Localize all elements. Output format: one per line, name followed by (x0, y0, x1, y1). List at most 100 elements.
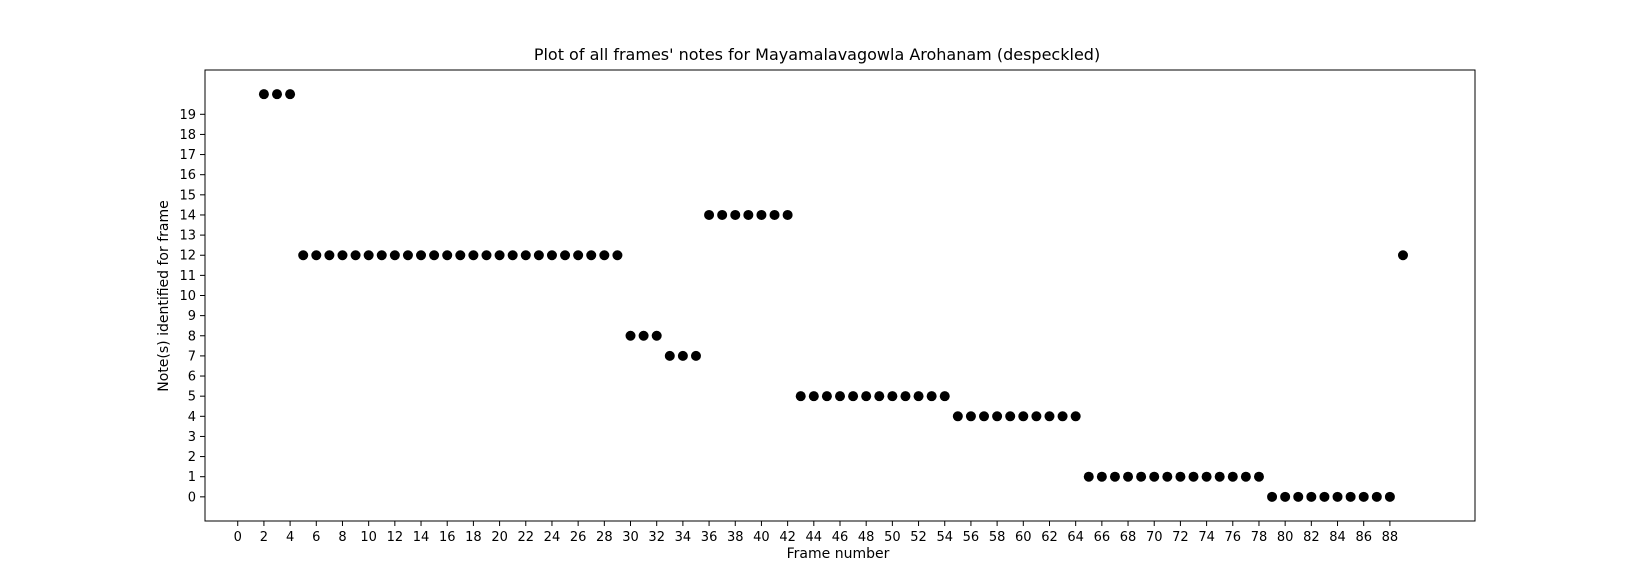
data-point (560, 250, 571, 261)
y-tick-label: 4 (188, 410, 196, 425)
data-point (455, 250, 466, 261)
x-axis-label: Frame number (786, 546, 890, 562)
data-point (1201, 471, 1212, 482)
data-point (494, 250, 505, 261)
data-point (337, 250, 348, 261)
data-point (795, 391, 806, 402)
data-point (1136, 471, 1147, 482)
data-point (861, 391, 872, 402)
x-tick-label: 44 (806, 530, 823, 545)
data-point (1306, 491, 1317, 502)
data-point (376, 250, 387, 261)
data-point (1358, 491, 1369, 502)
data-point (258, 89, 269, 100)
y-tick-label: 9 (188, 309, 196, 324)
data-point (1005, 411, 1016, 422)
data-point (848, 391, 859, 402)
data-point (704, 209, 715, 220)
y-tick-label: 10 (179, 289, 196, 304)
data-point (913, 391, 924, 402)
y-tick-label: 11 (179, 269, 196, 284)
data-point (1253, 471, 1264, 482)
data-point (324, 250, 335, 261)
x-tick-label: 36 (701, 530, 718, 545)
data-point (1319, 491, 1330, 502)
data-points (258, 89, 1408, 502)
data-point (285, 89, 296, 100)
data-point (1031, 411, 1042, 422)
x-tick-label: 40 (753, 530, 770, 545)
data-point (1070, 411, 1081, 422)
x-tick-label: 60 (1015, 530, 1032, 545)
x-tick-label: 78 (1251, 530, 1268, 545)
y-tick-label: 15 (179, 188, 196, 203)
data-point (481, 250, 492, 261)
x-tick-label: 66 (1094, 530, 1111, 545)
x-tick-label: 42 (779, 530, 796, 545)
data-point (782, 209, 793, 220)
data-point (546, 250, 557, 261)
data-point (1057, 411, 1068, 422)
data-point (1149, 471, 1160, 482)
data-point (1267, 491, 1278, 502)
x-tick-label: 10 (360, 530, 377, 545)
x-tick-label: 46 (832, 530, 849, 545)
data-point (416, 250, 427, 261)
x-tick-label: 6 (312, 530, 320, 545)
data-point (926, 391, 937, 402)
data-point (363, 250, 374, 261)
data-point (730, 209, 741, 220)
x-tick-label: 76 (1225, 530, 1242, 545)
data-point (442, 250, 453, 261)
plot-area (204, 69, 1476, 522)
data-point (1109, 471, 1120, 482)
y-tick-label: 17 (179, 148, 196, 163)
data-point (468, 250, 479, 261)
y-tick-label: 13 (179, 229, 196, 244)
data-point (586, 250, 597, 261)
data-point (1397, 250, 1408, 261)
data-point (677, 350, 688, 361)
data-point (1214, 471, 1225, 482)
data-point (429, 250, 440, 261)
data-point (952, 411, 963, 422)
x-tick-label: 62 (1041, 530, 1058, 545)
data-point (1175, 471, 1186, 482)
x-tick-label: 24 (544, 530, 561, 545)
data-point (769, 209, 780, 220)
y-tick-label: 5 (188, 390, 196, 405)
y-tick-label: 0 (188, 490, 196, 505)
x-tick-label: 22 (517, 530, 534, 545)
x-tick-label: 48 (858, 530, 875, 545)
x-tick-label: 20 (491, 530, 508, 545)
data-point (1332, 491, 1343, 502)
x-tick-label: 26 (570, 530, 587, 545)
data-point (507, 250, 518, 261)
x-axis: 0 2 4 6 8 10 12 14 16 18 20 22 24 26 28 30 32 34 36 38 40 42 4… (234, 521, 1399, 545)
y-tick-label: 16 (179, 168, 196, 183)
data-point (1188, 471, 1199, 482)
data-point (717, 209, 728, 220)
data-point (756, 209, 767, 220)
x-tick-label: 30 (622, 530, 639, 545)
x-tick-label: 18 (465, 530, 482, 545)
y-tick-label: 8 (188, 329, 196, 344)
x-tick-label: 54 (936, 530, 953, 545)
data-point (1162, 471, 1173, 482)
x-tick-label: 68 (1120, 530, 1137, 545)
data-point (808, 391, 819, 402)
data-point (1018, 411, 1029, 422)
data-point (1123, 471, 1134, 482)
x-tick-label: 88 (1382, 530, 1399, 545)
x-tick-label: 2 (260, 530, 268, 545)
x-tick-label: 86 (1355, 530, 1372, 545)
data-point (1044, 411, 1055, 422)
data-point (311, 250, 322, 261)
data-point (743, 209, 754, 220)
x-tick-label: 74 (1198, 530, 1215, 545)
data-point (612, 250, 623, 261)
data-point (350, 250, 361, 261)
data-point (272, 89, 283, 100)
y-tick-label: 19 (179, 108, 196, 123)
